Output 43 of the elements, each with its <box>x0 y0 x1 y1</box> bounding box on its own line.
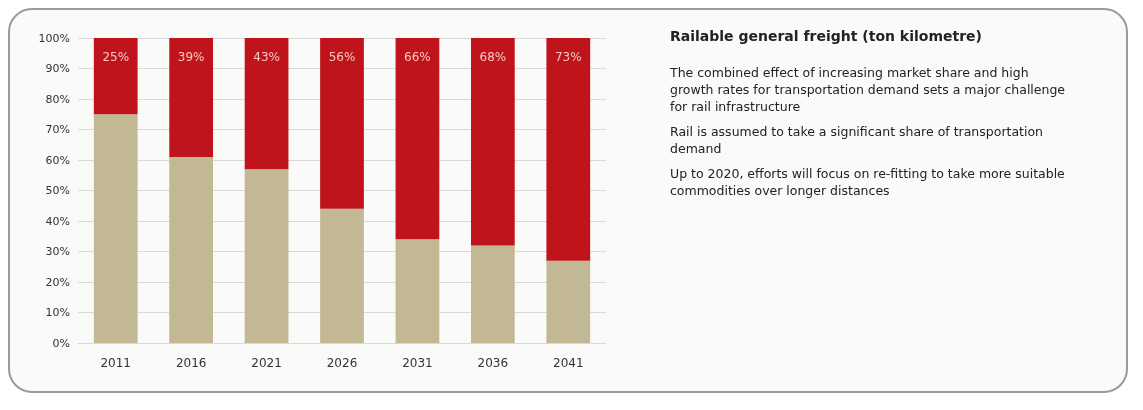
bar <box>320 38 364 209</box>
data-label: 43% <box>253 50 280 64</box>
text: Railable general freight (ton kilometre) <box>670 28 983 44</box>
bar <box>395 38 440 240</box>
bar <box>470 245 515 343</box>
y-tick-label: 60% <box>45 153 70 167</box>
bar <box>546 38 591 261</box>
y-tick-label: 80% <box>45 92 70 106</box>
bar <box>169 156 214 343</box>
text: Rail is assumed to take a significant share of transportation demand <box>670 123 1045 157</box>
y-tick-label: 30% <box>45 245 70 258</box>
bar <box>546 260 591 343</box>
data-label: 68% <box>479 50 507 64</box>
bar <box>244 38 289 170</box>
x-tick-label: 2026 <box>326 356 358 370</box>
y-tick-label: 100% <box>38 31 70 45</box>
x-tick-label: 2041 <box>553 356 584 370</box>
x-tick-label: 2036 <box>477 356 509 370</box>
x-tick-label: 2021 <box>251 356 282 370</box>
y-tick-label: 0% <box>52 336 70 350</box>
bar <box>93 114 138 343</box>
data-label: 66% <box>404 50 431 64</box>
text: Up to 2020, efforts will focus on re-fitting to take more suitable commodities over longer distances <box>670 165 1066 199</box>
y-tick-label: 90% <box>45 62 70 75</box>
bar <box>395 239 440 343</box>
data-label: 39% <box>177 50 205 64</box>
y-tick-label: 40% <box>45 214 70 228</box>
data-label: 25% <box>102 50 130 64</box>
y-tick-label: 70% <box>45 123 70 136</box>
bar <box>320 208 364 343</box>
x-tick-label: 2016 <box>175 356 207 370</box>
x-tick-label: 2031 <box>402 356 433 370</box>
y-tick-label: 20% <box>45 275 70 289</box>
x-tick-label: 2011 <box>100 356 131 370</box>
bar <box>169 38 214 157</box>
bar <box>93 38 138 115</box>
bar <box>470 38 515 246</box>
text: The combined effect of increasing market share and high growth rates for transportation demand sets a major challenge for rail infrastructure <box>670 64 1067 115</box>
bar <box>244 169 289 343</box>
data-label: 73% <box>554 50 582 64</box>
y-tick-label: 50% <box>45 184 70 197</box>
y-tick-label: 10% <box>45 306 70 319</box>
data-label: 56% <box>328 50 356 64</box>
